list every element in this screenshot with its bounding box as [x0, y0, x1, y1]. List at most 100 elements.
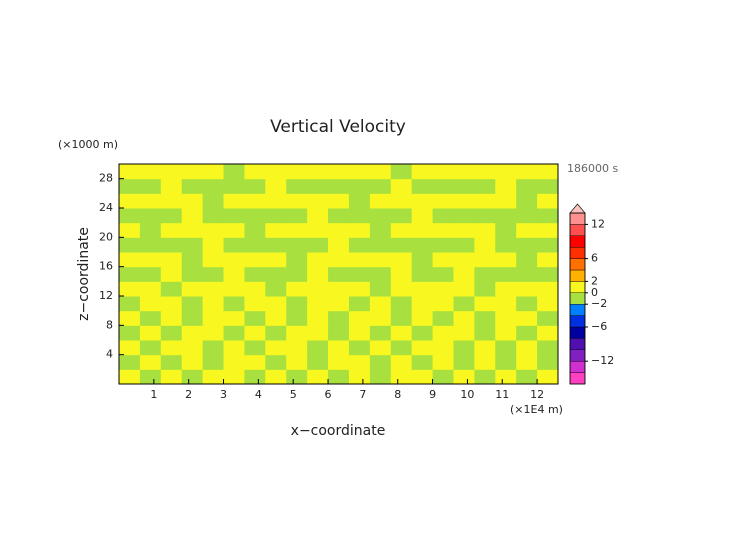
- field-cell: [160, 310, 183, 326]
- field-cell: [432, 354, 454, 370]
- field-cell: [348, 354, 371, 370]
- field-cell: [516, 369, 538, 385]
- x-tick-label: 8: [394, 388, 401, 401]
- field-cell: [286, 340, 308, 356]
- colorbar-band: [569, 212, 586, 225]
- field-cell: [537, 281, 559, 297]
- field-cell: [390, 222, 413, 238]
- field-cell: [453, 252, 475, 268]
- field-cell: [119, 310, 141, 326]
- field-cell: [223, 354, 245, 370]
- field-cell: [516, 340, 538, 356]
- field-cell: [516, 281, 538, 297]
- field-cell: [474, 208, 496, 224]
- field-cell: [537, 252, 559, 268]
- field-cell: [537, 178, 559, 194]
- field-cell: [390, 354, 413, 370]
- field-cell: [119, 193, 141, 209]
- field-cell: [348, 222, 371, 238]
- field-cell: [348, 281, 371, 297]
- field-cell: [160, 222, 183, 238]
- field-cell: [495, 208, 517, 224]
- field-cell: [119, 266, 141, 282]
- field-cell: [119, 222, 141, 238]
- field-cell: [432, 193, 454, 209]
- field-cell: [474, 252, 496, 268]
- field-cell: [265, 178, 287, 194]
- y-tick-label: 12: [99, 289, 113, 302]
- x-tick-label: 6: [325, 388, 332, 401]
- field-cell: [369, 164, 392, 180]
- field-cell: [453, 354, 475, 370]
- field-cell: [474, 237, 496, 253]
- field-cell: [286, 354, 308, 370]
- field-cell: [453, 208, 475, 224]
- field-cell: [181, 266, 204, 282]
- x-tick-label: 9: [429, 388, 436, 401]
- colorbar-band: [569, 372, 586, 385]
- field-cell: [369, 281, 392, 297]
- field-cell: [453, 222, 475, 238]
- time-label: 186000 s: [567, 162, 618, 175]
- field-cell: [432, 237, 454, 253]
- field-cell: [265, 237, 287, 253]
- x-tick-label: 5: [290, 388, 297, 401]
- field-cell: [495, 222, 517, 238]
- field-cell: [160, 266, 183, 282]
- field-cell: [453, 164, 475, 180]
- field-cell: [307, 266, 329, 282]
- field-cell: [223, 369, 245, 385]
- field-cell: [119, 164, 141, 180]
- field-cell: [307, 310, 329, 326]
- field-cell: [348, 369, 371, 385]
- field-cell: [307, 296, 329, 312]
- field-cell: [286, 178, 308, 194]
- field-cell: [537, 222, 559, 238]
- field-cell: [432, 340, 454, 356]
- field-cell: [411, 369, 434, 385]
- field-cell: [495, 237, 517, 253]
- field-cell: [307, 325, 329, 341]
- field-cell: [119, 237, 141, 253]
- x-tick-label: 4: [255, 388, 262, 401]
- field-cell: [160, 252, 183, 268]
- field-cell: [348, 208, 371, 224]
- field-cell: [202, 296, 225, 312]
- plot-frame: [118, 163, 559, 385]
- colorbar-band: [569, 269, 586, 282]
- x-axis-label: x−coordinate: [291, 423, 386, 439]
- field-cell: [286, 325, 308, 341]
- field-cell: [286, 252, 308, 268]
- field-cell: [160, 178, 183, 194]
- y-tick-label: 20: [99, 230, 113, 243]
- field-cell: [223, 281, 245, 297]
- field-cell: [244, 178, 266, 194]
- field-cell: [139, 178, 162, 194]
- field-cell: [223, 193, 245, 209]
- field-cell: [139, 281, 162, 297]
- field-cell: [369, 310, 392, 326]
- field-cell: [453, 340, 475, 356]
- field-cell: [202, 252, 225, 268]
- field-cell: [411, 237, 434, 253]
- field-cell: [369, 369, 392, 385]
- field-cell: [181, 296, 204, 312]
- field-cell: [474, 193, 496, 209]
- field-cell: [139, 208, 162, 224]
- field-cell: [202, 222, 225, 238]
- field-cell: [265, 208, 287, 224]
- field-cell: [181, 178, 204, 194]
- field-cell: [537, 296, 559, 312]
- field-cell: [160, 325, 183, 341]
- field-cell: [307, 208, 329, 224]
- field-cell: [202, 325, 225, 341]
- field-cell: [181, 222, 204, 238]
- field-cell: [390, 369, 413, 385]
- field-cell: [390, 237, 413, 253]
- field-cell: [474, 296, 496, 312]
- field-cell: [286, 369, 308, 385]
- field-cell: [119, 354, 141, 370]
- x-tick-label: 11: [495, 388, 509, 401]
- field-cell: [307, 237, 329, 253]
